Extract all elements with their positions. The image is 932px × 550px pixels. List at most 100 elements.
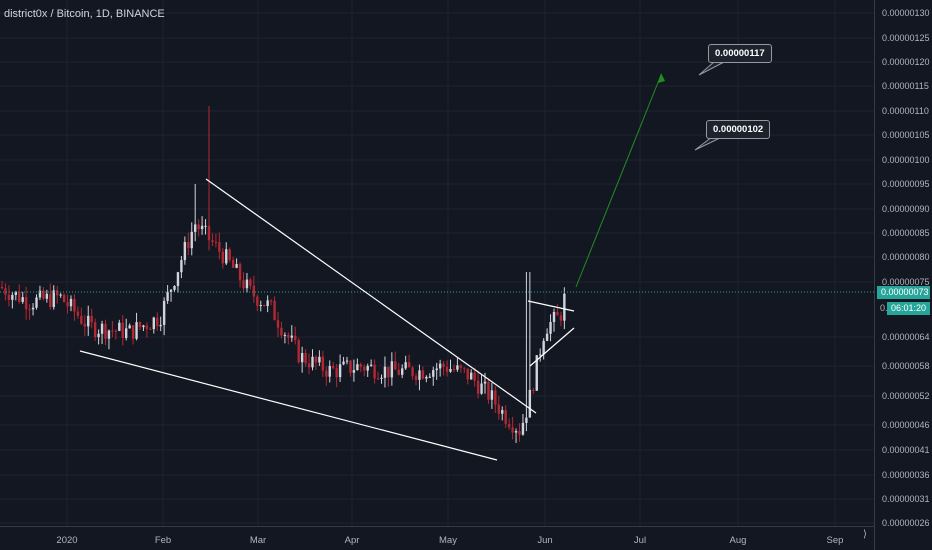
candle	[407, 354, 411, 368]
candle	[56, 285, 59, 304]
candle	[87, 305, 90, 336]
candle	[180, 256, 183, 279]
candle	[111, 320, 114, 338]
candle	[300, 346, 304, 373]
candle	[18, 284, 21, 304]
candle	[428, 373, 431, 378]
candle	[256, 294, 259, 312]
candle	[401, 364, 404, 379]
candle	[4, 283, 7, 301]
candle	[118, 319, 121, 332]
candle	[352, 359, 356, 382]
scroll-to-realtime-button[interactable]: ⟩	[863, 529, 867, 540]
chart-area[interactable]: district0x / Bitcoin, 1D, BINANCE 0.0000…	[0, 0, 874, 526]
candle	[449, 359, 452, 373]
candle	[38, 285, 42, 301]
candle	[131, 325, 135, 345]
candle	[507, 418, 511, 430]
candle	[90, 308, 93, 329]
pennant-upper-line[interactable]	[527, 300, 575, 312]
candle	[459, 364, 463, 373]
candle	[539, 348, 542, 362]
candle	[376, 371, 380, 381]
candle	[238, 262, 242, 288]
candle	[235, 258, 238, 269]
time-tick-label: 2020	[56, 535, 78, 546]
candle	[394, 351, 397, 370]
time-tick-label: Mar	[249, 535, 267, 546]
candle	[162, 297, 166, 336]
candle	[476, 372, 480, 399]
candle	[490, 382, 494, 409]
candle	[525, 272, 528, 432]
candle	[470, 369, 473, 380]
candle	[314, 355, 318, 371]
candle	[128, 323, 131, 329]
candle	[528, 272, 532, 418]
candle	[497, 396, 500, 420]
price-target-callout-2[interactable]: 0.00000102	[706, 120, 771, 139]
candle	[93, 318, 97, 341]
candle	[11, 291, 14, 309]
partial-tick-label: 0.	[880, 303, 888, 313]
candle	[356, 358, 359, 371]
candle	[404, 355, 407, 370]
candle	[359, 362, 362, 373]
candle	[318, 350, 321, 366]
pennant-lower-line[interactable]	[529, 327, 575, 367]
time-tick-label: Feb	[154, 535, 172, 546]
candle	[59, 293, 62, 298]
price-axis[interactable]: 0.00000130 0.00000125 0.00000120 0.00000115…	[874, 0, 932, 550]
candle	[321, 350, 325, 377]
candle	[194, 184, 197, 242]
candle	[100, 320, 104, 345]
candle	[214, 233, 218, 248]
candle	[0, 280, 4, 290]
candle	[342, 356, 345, 366]
time-tick-label: Jul	[633, 535, 647, 546]
price-tick-label: 0.00000036	[882, 470, 930, 480]
wedge-upper-trendline[interactable]	[205, 178, 537, 414]
candle	[125, 318, 128, 341]
candle	[504, 405, 507, 429]
candle	[328, 360, 331, 383]
candle	[190, 222, 193, 256]
candle	[397, 362, 400, 376]
candle	[149, 327, 152, 330]
candle	[501, 406, 504, 421]
candle	[273, 296, 276, 321]
candle	[421, 366, 425, 380]
candle	[266, 295, 269, 313]
candle	[280, 321, 283, 339]
time-axis[interactable]: 2020 Feb Mar Apr May Jun Jul Aug Sep	[0, 526, 874, 550]
price-tick-label: 0.00000095	[882, 179, 930, 189]
candle	[369, 359, 373, 367]
candle	[518, 423, 521, 442]
candle	[49, 283, 52, 310]
price-target-callout-1[interactable]: 0.00000117	[708, 44, 772, 63]
candle	[373, 359, 376, 384]
candle	[45, 289, 49, 303]
price-chart[interactable]	[0, 0, 874, 526]
wedge-lower-trendline[interactable]	[79, 350, 498, 461]
bar-countdown-tag: 06:01:20	[887, 302, 930, 315]
candle	[294, 326, 297, 345]
candle	[7, 285, 11, 307]
symbol-title[interactable]: district0x / Bitcoin, 1D, BINANCE	[4, 8, 165, 20]
price-tick-label: 0.00000090	[882, 204, 930, 214]
candle	[532, 387, 535, 394]
candle	[452, 364, 456, 373]
candle	[221, 247, 224, 269]
candle	[511, 416, 514, 440]
candle	[28, 304, 31, 320]
candle	[366, 363, 369, 377]
candle	[338, 354, 342, 383]
projection-arrow[interactable]	[575, 74, 662, 288]
candle	[276, 312, 280, 338]
candle	[563, 287, 566, 330]
price-tick-label: 0.00000105	[882, 130, 930, 140]
price-tick-label: 0.00000115	[882, 81, 929, 91]
candle	[225, 242, 228, 266]
candle	[456, 358, 459, 372]
price-tick-label: 0.00000085	[882, 228, 930, 238]
